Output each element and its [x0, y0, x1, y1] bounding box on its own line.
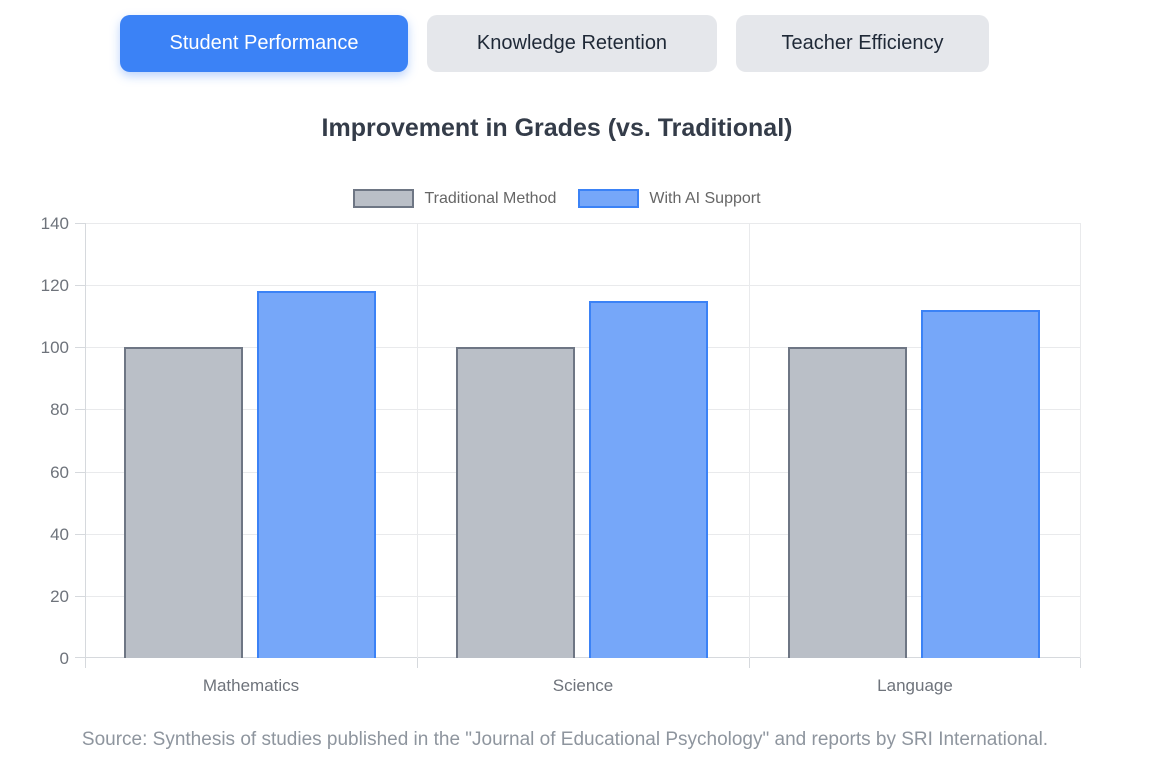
- gridline-y-100: [85, 347, 1081, 349]
- gridline-y-80: [85, 409, 1081, 411]
- bar-traditional-method-mathematics[interactable]: [124, 347, 243, 658]
- y-tick-label-140: 140: [40, 214, 69, 233]
- chart-legend: Traditional Method With AI Support: [0, 189, 1114, 208]
- gridline-y-40: [85, 533, 1081, 535]
- y-axis-tick: [75, 471, 85, 473]
- y-tick-label-80: 80: [50, 400, 69, 420]
- y-tick-label-0: 0: [59, 649, 69, 668]
- y-tick-label-20: 20: [50, 586, 69, 606]
- gridline-y-20: [85, 595, 1081, 597]
- bar-with-ai-support-language[interactable]: [921, 310, 1040, 658]
- gridline-y-60: [85, 471, 1081, 473]
- gridline-x-boundary: [417, 223, 418, 658]
- tab-knowledge-retention[interactable]: Knowledge Retention: [427, 15, 717, 72]
- y-axis-tick: [75, 595, 85, 597]
- legend-swatch-with-ai-support: [578, 189, 640, 208]
- gridline-x-boundary: [85, 223, 86, 658]
- legend-swatch-traditional-method: [353, 189, 415, 208]
- gridline-y-120: [85, 285, 1081, 287]
- y-axis-tick: [75, 657, 85, 658]
- tab-bar: Student Performance Knowledge Retention …: [120, 15, 989, 72]
- y-axis-tick: [75, 285, 85, 287]
- y-axis-tick: [75, 533, 85, 535]
- legend-label-traditional-method: Traditional Method: [424, 189, 557, 207]
- y-axis-tick: [75, 347, 85, 349]
- legend-label-with-ai-support: With AI Support: [649, 189, 761, 207]
- y-tick-label-60: 60: [50, 462, 69, 482]
- y-tick-label-40: 40: [50, 524, 69, 544]
- legend-item-traditional-method[interactable]: Traditional Method: [353, 189, 556, 208]
- y-tick-label-120: 120: [40, 276, 69, 296]
- bar-with-ai-support-mathematics[interactable]: [257, 291, 376, 658]
- gridline-x-boundary: [1080, 223, 1081, 658]
- plot-area: [85, 223, 1081, 658]
- x-axis-tick: [749, 658, 750, 668]
- tab-student-performance[interactable]: Student Performance: [120, 15, 408, 72]
- chart-title: Improvement in Grades (vs. Traditional): [321, 114, 793, 142]
- x-axis-label-science: Science: [552, 676, 614, 695]
- source-note: Source: Synthesis of studies published i…: [81, 729, 1049, 750]
- bar-traditional-method-language[interactable]: [788, 347, 907, 658]
- x-axis-tick: [1080, 658, 1081, 668]
- legend-item-with-ai-support[interactable]: With AI Support: [578, 189, 761, 208]
- x-axis-tick: [85, 658, 86, 668]
- y-axis-tick: [75, 409, 85, 411]
- gridline-y-0: [85, 657, 1081, 658]
- bar-with-ai-support-science[interactable]: [589, 300, 708, 658]
- y-axis-tick: [75, 223, 85, 224]
- x-axis-label-language: Language: [877, 676, 953, 695]
- gridline-x-boundary: [749, 223, 750, 658]
- x-axis-label-mathematics: Mathematics: [202, 676, 300, 695]
- y-tick-label-100: 100: [40, 338, 69, 358]
- x-axis-tick: [417, 658, 418, 668]
- gridline-y-140: [85, 223, 1081, 224]
- tab-teacher-efficiency[interactable]: Teacher Efficiency: [736, 15, 989, 72]
- bar-traditional-method-science[interactable]: [456, 347, 575, 658]
